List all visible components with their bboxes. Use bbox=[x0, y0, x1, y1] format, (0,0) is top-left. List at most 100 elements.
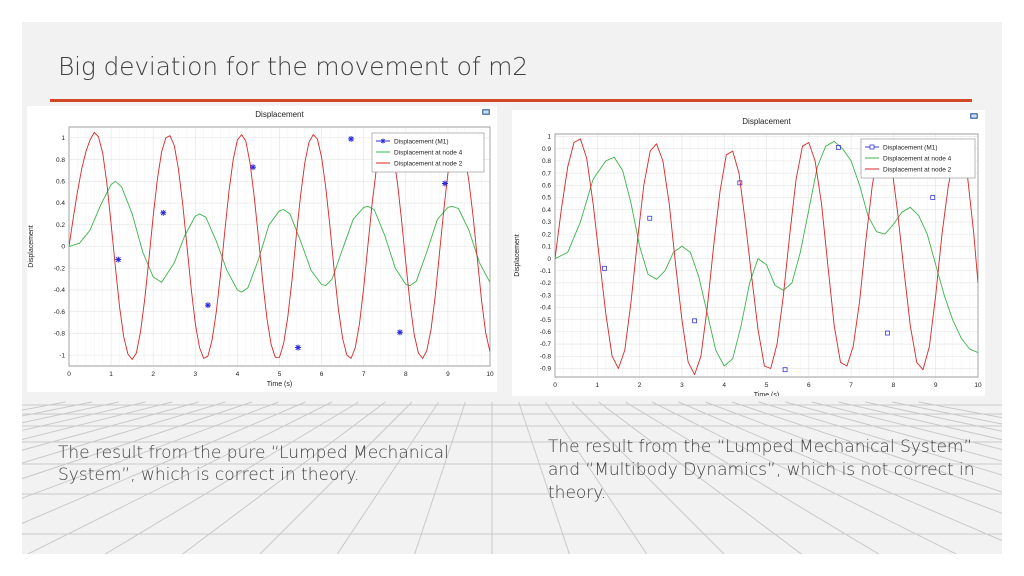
y-tick-label: -0.8 bbox=[54, 331, 66, 338]
m1-square-marker bbox=[836, 145, 841, 150]
grid-floor-line bbox=[598, 401, 803, 554]
x-tick-label: 1 bbox=[595, 382, 599, 389]
y-tick-label: -0.2 bbox=[54, 265, 66, 272]
y-tick-label: 0.5 bbox=[542, 195, 551, 202]
legend-box bbox=[371, 132, 485, 173]
series-line-3 bbox=[69, 131, 490, 360]
x-tick-label: 9 bbox=[934, 382, 938, 389]
grid-floor-line bbox=[785, 401, 1002, 462]
m1-star-marker bbox=[115, 256, 122, 263]
y-tick-label: -0.5 bbox=[540, 317, 552, 324]
y-tick-label: 0.7 bbox=[542, 170, 551, 177]
y-tick-label: 0 bbox=[547, 256, 551, 263]
grid-floor-line bbox=[731, 401, 1002, 493]
grid-floor-line bbox=[811, 401, 1002, 451]
grid-floor-line bbox=[22, 401, 306, 524]
grid-floor-line bbox=[26, 401, 333, 554]
x-tick-label: 2 bbox=[638, 382, 642, 389]
y-tick-label: -0.6 bbox=[54, 309, 66, 316]
grid-floor-line bbox=[705, 401, 1002, 514]
grid-floor-line bbox=[678, 401, 1002, 542]
legend-entry: Displacement at node 2 bbox=[883, 166, 952, 173]
x-tick-label: 9 bbox=[446, 371, 450, 378]
chart-title: Displacement bbox=[255, 110, 304, 119]
y-tick-label: -0.9 bbox=[540, 366, 552, 373]
grid-floor-line bbox=[544, 401, 648, 554]
y-tick-label: -0.6 bbox=[540, 329, 552, 336]
x-tick-label: 4 bbox=[236, 371, 240, 378]
grid-floor-line bbox=[104, 401, 359, 554]
legend-box bbox=[860, 138, 976, 179]
grid-floor-line bbox=[22, 401, 253, 480]
y-tick-label: -0.7 bbox=[540, 341, 552, 348]
grid-floor-line bbox=[22, 401, 279, 499]
x-tick-label: 10 bbox=[974, 382, 982, 389]
y-tick-label: 0.1 bbox=[542, 244, 551, 251]
grid-floor-line bbox=[22, 401, 226, 464]
m1-star-marker bbox=[396, 329, 403, 336]
legend: Displacement (M1) Displacement at node 4 D… bbox=[371, 132, 485, 173]
grid-floor-line bbox=[838, 401, 1002, 441]
legend-star-icon bbox=[380, 138, 386, 144]
m1-square-marker bbox=[737, 180, 743, 186]
displacement-plot-left: Displacement 0 1 2 3 4 5 6 7 8 9 10 1 0.8 0.6 0.4 0.2 0 -0… bbox=[28, 109, 494, 388]
legend-entry: Displacement at node 2 bbox=[394, 160, 463, 167]
grid-floor-line bbox=[22, 401, 199, 451]
perspective-grid-decoration bbox=[22, 401, 1002, 554]
y-tick-label: 0 bbox=[61, 244, 65, 251]
x-tick-label: 7 bbox=[362, 371, 366, 378]
series-line-3 bbox=[555, 138, 978, 376]
y-tick-label: -0.4 bbox=[540, 305, 552, 312]
y-tick-label: 1 bbox=[547, 134, 551, 141]
m1-square-marker bbox=[692, 318, 697, 324]
y-tick-label: -0.3 bbox=[540, 292, 552, 299]
grid-floor-line bbox=[181, 401, 386, 554]
y-tick-label: -0.2 bbox=[540, 280, 552, 287]
y-tick-label: 0.6 bbox=[56, 179, 65, 186]
x-tick-label: 5 bbox=[765, 382, 769, 389]
grid-floor-line bbox=[625, 401, 880, 554]
y-tick-label: 0.4 bbox=[542, 207, 551, 214]
series-line-2 bbox=[555, 140, 978, 367]
legend-entry: Displacement (M1) bbox=[883, 144, 938, 151]
slide: Big deviation for the movement of m2 Dis… bbox=[22, 22, 1002, 554]
m1-star-marker bbox=[348, 135, 355, 142]
y-tick-label: -0.8 bbox=[540, 353, 552, 360]
m1-square-marker bbox=[930, 195, 936, 200]
y-tick-label: 0.4 bbox=[56, 200, 65, 207]
plot-right: Displacement 0 1 2 3 4 5 6 7 8 9 10 1 0.9 0.8 0.7 0.6 0.5… bbox=[512, 110, 985, 396]
plot-left: Displacement 0 1 2 3 4 5 6 7 8 9 10 1 0.8 0.6 0.4 0.2 0 -0… bbox=[27, 106, 497, 392]
legend-square-icon bbox=[869, 144, 875, 150]
chart-title: Displacement bbox=[742, 117, 791, 126]
caption-left: The result from the pure “Lumped Mechani… bbox=[58, 443, 449, 485]
x-tick-label: 4 bbox=[722, 382, 726, 389]
x-tick-label: 2 bbox=[151, 371, 155, 378]
tick-labels: 0 1 2 3 4 5 6 7 8 9 10 1 0.8 0.6 0.4 0.2 0 -0.2 -0.4 -0.6 -0… bbox=[54, 135, 494, 378]
m1-star-marker bbox=[441, 180, 448, 187]
y-tick-label: 0.2 bbox=[56, 222, 65, 229]
caption-right: The result from the “Lumped Mechanical S… bbox=[548, 437, 975, 503]
grid-floor-line bbox=[651, 401, 958, 554]
y-tick-label: -1 bbox=[59, 352, 65, 359]
m1-star-marker bbox=[249, 164, 256, 171]
grid-floor-line bbox=[758, 401, 1002, 476]
x-tick-label: 5 bbox=[278, 371, 282, 378]
x-tick-label: 1 bbox=[109, 371, 113, 378]
slide-title: Big deviation for the movement of m2 bbox=[58, 52, 528, 81]
m1-square-marker bbox=[782, 367, 788, 373]
m1-square-marker bbox=[647, 215, 653, 221]
y-tick-label: 0.3 bbox=[542, 219, 551, 226]
camera-icon bbox=[482, 109, 490, 115]
y-tick-label: 1 bbox=[61, 135, 65, 142]
y-tick-label: 0.6 bbox=[542, 182, 551, 189]
x-tick-label: 7 bbox=[849, 382, 853, 389]
legend-entry: Displacement at node 4 bbox=[883, 155, 952, 162]
grid-floor-line bbox=[571, 401, 725, 554]
displacement-plot-right: Displacement 0 1 2 3 4 5 6 7 8 9 10 1 0.9 0.8 0.7 0.6 0.5… bbox=[514, 113, 982, 396]
x-tick-label: 3 bbox=[680, 382, 684, 389]
y-tick-label: 0.8 bbox=[56, 157, 65, 164]
m1-square-marker bbox=[885, 330, 890, 336]
x-tick-label: 8 bbox=[404, 371, 408, 378]
camera-icon bbox=[970, 113, 978, 119]
legend: Displacement (M1) Displacement at node 4 D… bbox=[860, 138, 976, 179]
